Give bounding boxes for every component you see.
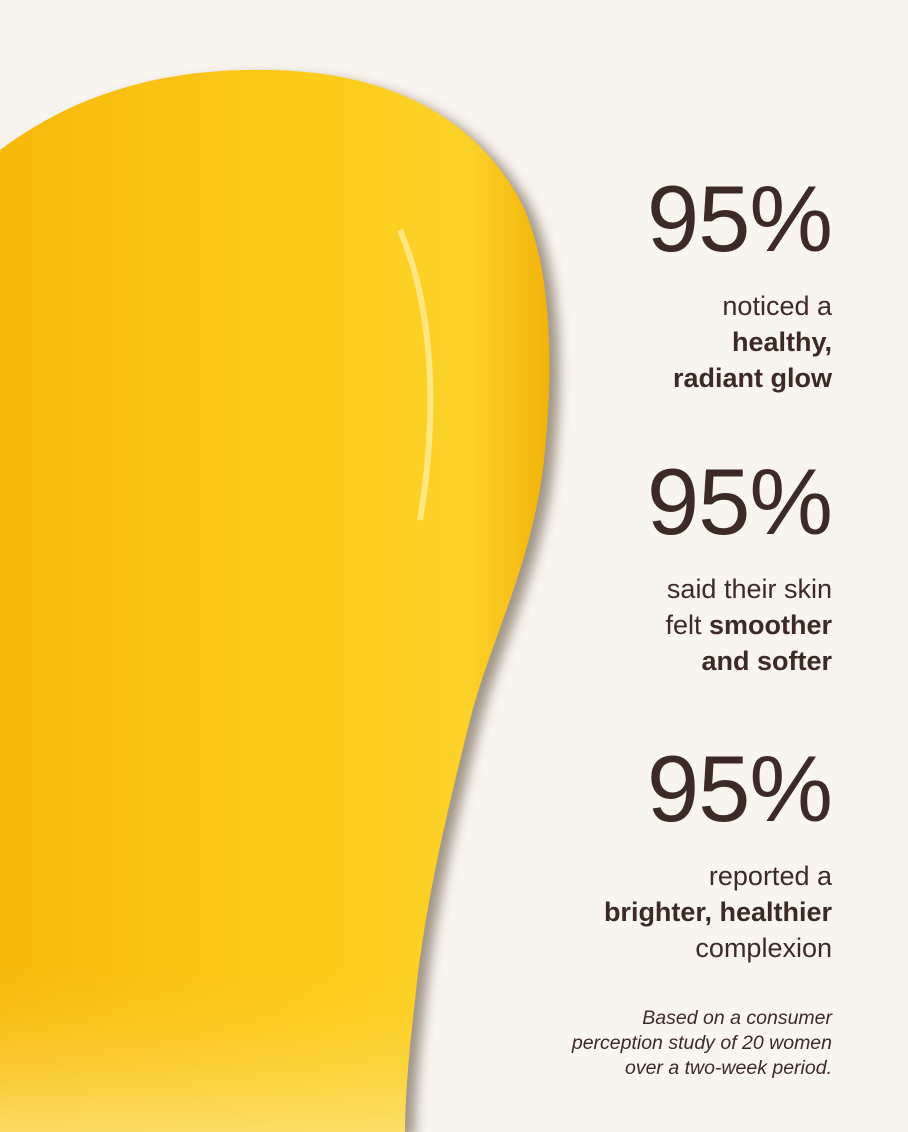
- stat-line: noticed a: [722, 291, 832, 321]
- footnote-line: perception study of 20 women: [571, 1032, 832, 1054]
- stat-line: brighter, healthier: [603, 897, 832, 927]
- footnote-line: Based on a consumer: [642, 1007, 832, 1029]
- stat-value: 95%: [646, 166, 833, 271]
- stat-line: radiant glow: [672, 363, 832, 393]
- stat-value: 95%: [646, 736, 833, 841]
- study-footnote: Based on a consumer perception study of …: [572, 1006, 832, 1081]
- stat-line: reported a: [708, 861, 832, 891]
- stat-line: said their skin: [666, 574, 832, 604]
- stat-line: healthy,: [731, 327, 832, 357]
- stat-glow: 95% noticed a healthy, radiant glow: [646, 166, 833, 396]
- stat-smoothness: 95% said their skin felt smoother and so…: [646, 449, 833, 679]
- footnote-line: over a two-week period.: [624, 1057, 832, 1079]
- stat-line: and softer: [701, 646, 832, 676]
- stat-line: complexion: [695, 933, 832, 963]
- stat-value: 95%: [646, 449, 833, 554]
- stat-complexion: 95% reported a brighter, healthier compl…: [603, 736, 833, 966]
- stat-line: felt smoother: [665, 610, 832, 640]
